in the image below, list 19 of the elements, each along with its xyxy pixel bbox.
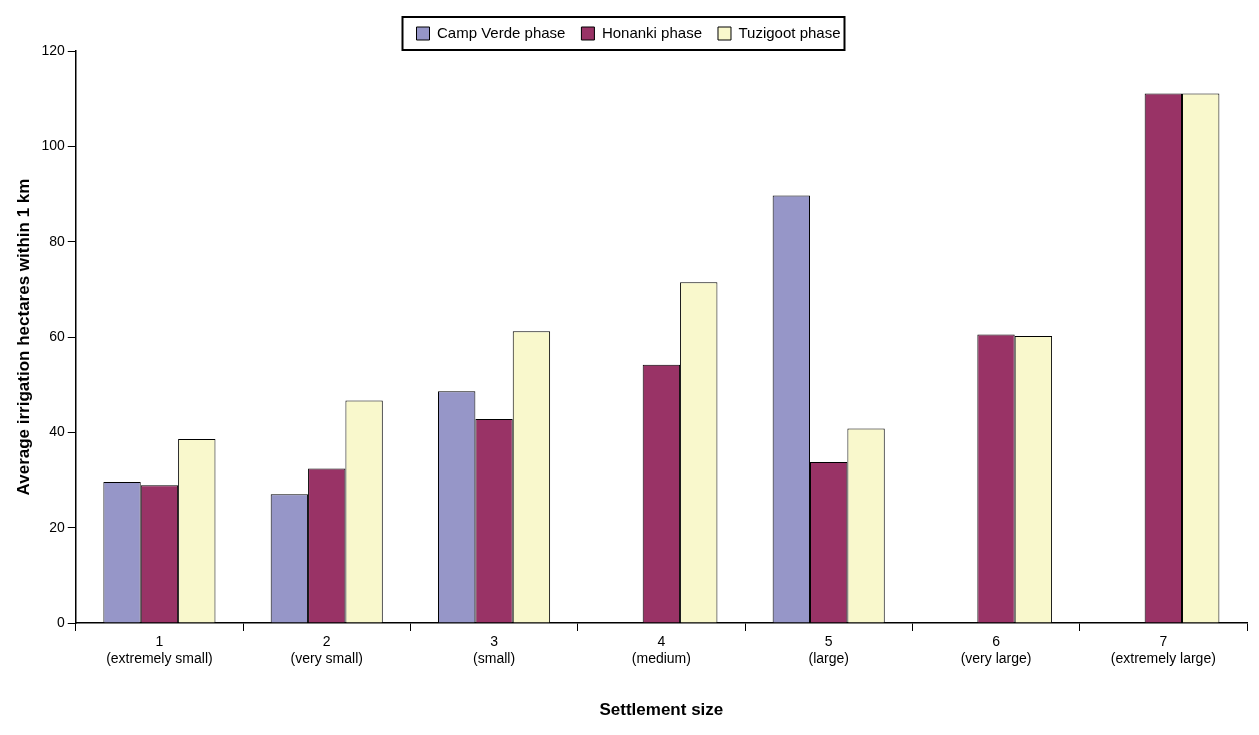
x-tick-label: 2 (very small) — [290, 633, 363, 667]
x-axis-title: Settlement size — [599, 700, 724, 720]
x-tick-label: 5 (large) — [808, 633, 849, 667]
x-tick-label: 1 (extremely small) — [106, 633, 213, 667]
y-tick-label: 0 — [56, 613, 65, 630]
y-tick-label: 20 — [49, 518, 65, 535]
x-tick-label: 4 (medium) — [631, 633, 691, 667]
y-tick-label: 120 — [41, 41, 65, 58]
y-tick-label: 40 — [49, 423, 65, 440]
legend-label: Tuzigoot phase — [738, 23, 841, 41]
legend-label: Camp Verde phase — [437, 23, 566, 41]
x-tick-label: 6 (very large) — [960, 633, 1032, 667]
y-tick-label: 100 — [41, 137, 65, 154]
legend-label: Honanki phase — [601, 23, 702, 41]
y-tick-label: 80 — [49, 232, 65, 249]
y-axis-title: Average irrigation hectares within 1 km — [13, 178, 33, 496]
x-tick-label: 3 (small) — [473, 633, 516, 667]
x-tick-label: 7 (extremely large) — [1110, 633, 1216, 667]
y-tick-label: 60 — [49, 327, 65, 344]
